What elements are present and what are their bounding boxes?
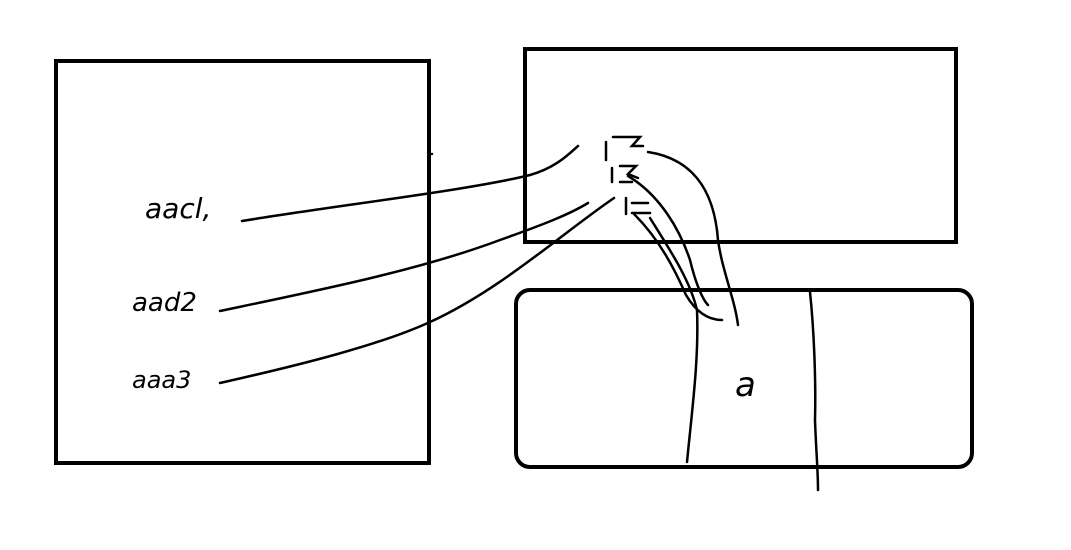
stray-dot — [430, 152, 434, 156]
connector-1 — [240, 144, 580, 223]
connector-2 — [218, 201, 590, 313]
left-box — [54, 59, 431, 465]
item-glyph-2 — [610, 164, 640, 184]
divider-line — [808, 290, 820, 492]
down-curve-3 — [632, 212, 724, 322]
left-label-2: aad2 — [132, 288, 197, 318]
top-right-label-1: 1 — [652, 142, 658, 153]
top-right-box — [523, 47, 958, 244]
down-curve-1 — [646, 150, 740, 327]
bottom-box-label: a — [735, 365, 756, 405]
top-right-items — [604, 135, 652, 216]
down-curve-2 — [626, 174, 710, 307]
left-label-1: aacl, — [145, 192, 211, 225]
top-right-label-2: 2 — [652, 172, 658, 183]
top-right-label-3: 3 — [652, 202, 658, 213]
item-glyph-3 — [624, 196, 652, 216]
left-label-3: aaa3 — [132, 366, 191, 394]
down-curve-4 — [648, 216, 699, 464]
bottom-right-box — [514, 288, 974, 469]
item-glyph-1 — [604, 135, 645, 162]
connector-3 — [218, 196, 616, 385]
